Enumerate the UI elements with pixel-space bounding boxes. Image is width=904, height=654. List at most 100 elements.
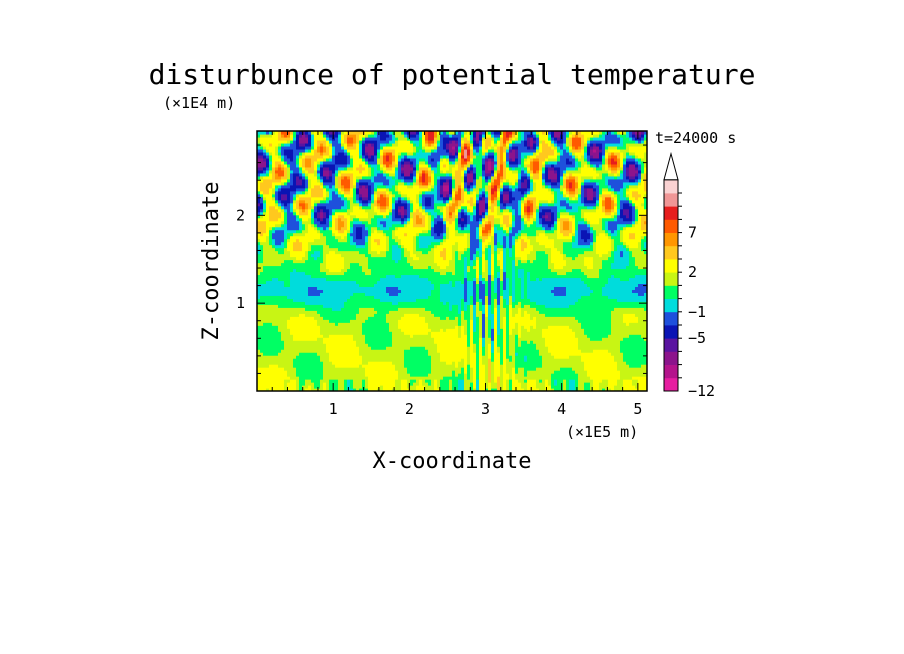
field-cell	[371, 235, 375, 240]
field-cell	[416, 184, 420, 189]
field-cell	[368, 325, 372, 329]
field-cell	[347, 367, 351, 371]
field-cell	[374, 205, 378, 210]
field-cell	[302, 376, 306, 380]
field-cell	[365, 139, 369, 144]
field-cell	[350, 181, 354, 186]
field-cell	[335, 163, 339, 168]
field-cell	[395, 367, 399, 371]
field-cell	[350, 346, 354, 350]
field-cell	[407, 280, 411, 285]
field-cell	[293, 310, 297, 314]
field-cell	[275, 292, 279, 296]
field-cell	[371, 379, 375, 383]
field-cell	[260, 331, 264, 335]
field-cell	[344, 131, 348, 135]
field-cell	[371, 139, 375, 144]
field-cell	[278, 322, 282, 326]
field-cell	[362, 265, 366, 270]
field-cell	[365, 274, 369, 279]
field-cell	[362, 193, 366, 198]
field-cell	[302, 385, 306, 389]
field-cell	[341, 253, 345, 258]
field-cell	[413, 196, 417, 201]
field-cell	[290, 211, 294, 216]
field-cell	[392, 316, 396, 320]
field-cell	[296, 334, 300, 338]
field-cell	[371, 277, 375, 282]
field-cell	[281, 142, 285, 147]
field-cell	[302, 274, 306, 279]
field-cell	[347, 229, 351, 234]
field-cell	[401, 238, 405, 243]
field-cell	[392, 370, 396, 374]
field-cell	[317, 349, 321, 353]
field-cell	[347, 253, 351, 258]
field-cell	[290, 367, 294, 371]
field-cell	[362, 232, 366, 237]
field-cell	[356, 184, 360, 189]
field-cell	[332, 289, 336, 293]
field-cell	[362, 235, 366, 240]
field-cell	[323, 151, 327, 156]
field-cell	[407, 223, 411, 228]
field-cell	[272, 337, 276, 341]
field-cell	[365, 337, 369, 341]
field-cell	[323, 247, 327, 252]
field-cell	[356, 259, 360, 264]
field-cell	[365, 220, 369, 225]
field-cell	[278, 274, 282, 279]
field-cell	[419, 325, 423, 329]
field-cell	[380, 262, 384, 267]
field-cell	[383, 289, 387, 293]
field-cell	[341, 268, 345, 273]
field-cell	[290, 154, 294, 159]
field-cell	[281, 334, 285, 338]
field-cell	[407, 247, 411, 252]
field-cell	[338, 328, 342, 332]
field-cell	[302, 187, 306, 192]
field-cell	[353, 370, 357, 374]
field-cell	[374, 175, 378, 180]
field-cell	[416, 301, 420, 305]
field-cell	[284, 193, 288, 198]
field-cell	[317, 193, 321, 198]
field-cell	[266, 343, 270, 347]
field-cell	[380, 289, 384, 293]
field-cell	[311, 187, 315, 192]
field-cell	[413, 259, 417, 264]
field-cell	[407, 178, 411, 183]
field-cell	[278, 319, 282, 323]
field-cell	[413, 322, 417, 326]
field-cell	[287, 283, 291, 287]
field-cell	[386, 277, 390, 282]
field-cell	[281, 178, 285, 183]
field-cell	[266, 313, 270, 317]
field-cell	[314, 301, 318, 305]
field-cell	[293, 205, 297, 210]
field-cell	[398, 271, 402, 276]
field-cell	[263, 340, 267, 344]
field-cell	[299, 343, 303, 347]
field-cell	[335, 241, 339, 246]
field-cell	[413, 253, 417, 258]
field-cell	[404, 193, 408, 198]
field-cell	[332, 142, 336, 147]
field-cell	[410, 313, 414, 317]
field-cell	[407, 181, 411, 186]
field-cell	[341, 331, 345, 335]
field-cell	[416, 196, 420, 201]
field-cell	[404, 139, 408, 144]
field-cell	[266, 238, 270, 243]
field-cell	[410, 340, 414, 344]
field-cell	[356, 298, 360, 302]
field-cell	[350, 220, 354, 225]
field-cell	[368, 328, 372, 332]
field-cell	[308, 325, 312, 329]
field-cell	[284, 283, 288, 287]
field-cell	[305, 232, 309, 237]
field-cell	[260, 178, 264, 183]
field-cell	[341, 286, 345, 290]
field-cell	[401, 298, 405, 302]
field-cell	[350, 262, 354, 267]
